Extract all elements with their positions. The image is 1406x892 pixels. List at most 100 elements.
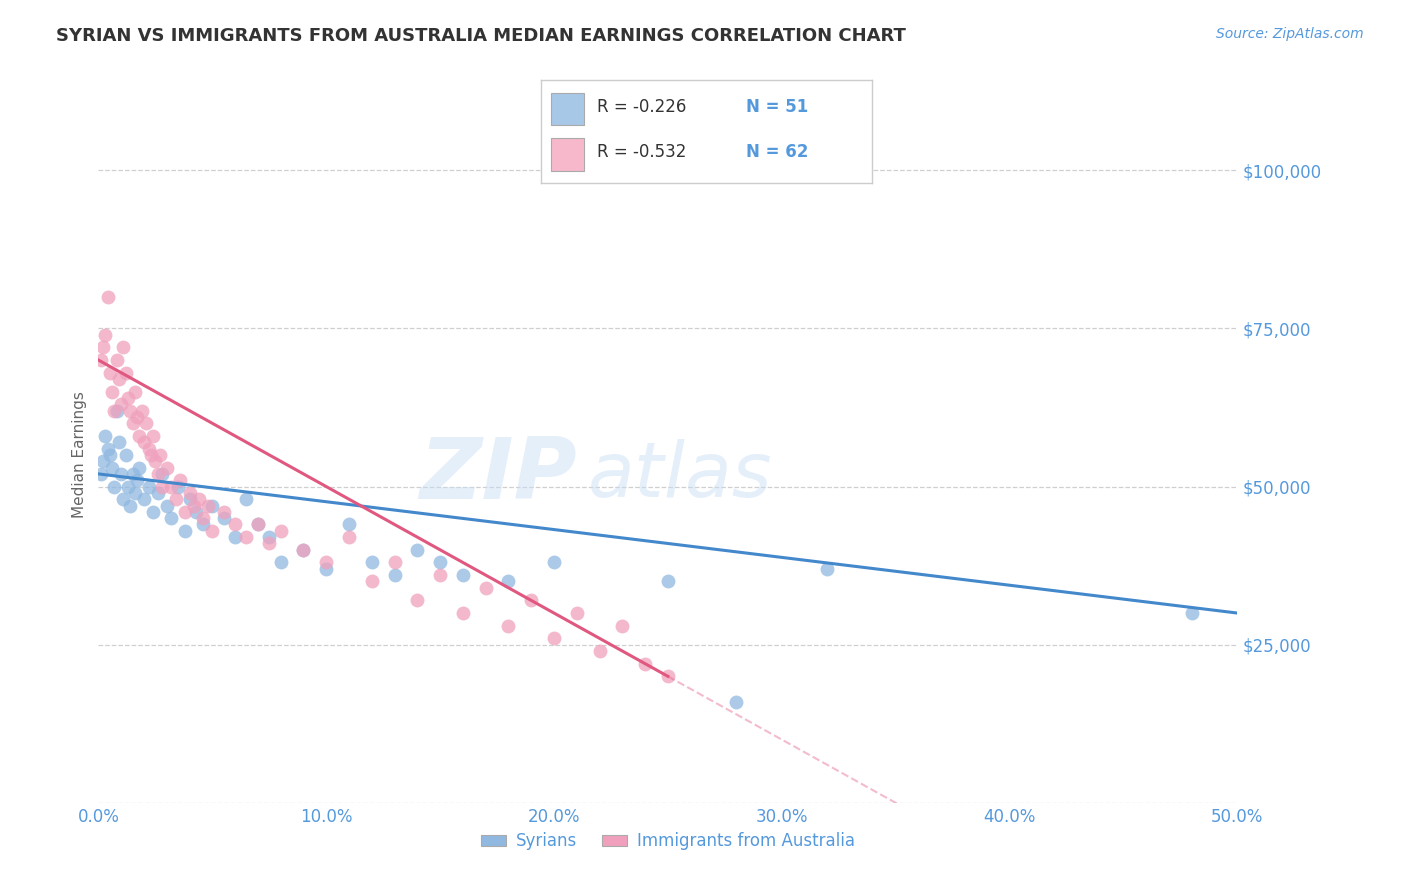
Point: [114, 366, 136, 380]
Point: [498, 574, 520, 589]
Point: [120, 403, 142, 417]
Point: [201, 499, 224, 513]
Point: [149, 448, 172, 462]
Point: [124, 486, 146, 500]
Point: [212, 511, 235, 525]
Point: [259, 530, 281, 544]
Point: [128, 429, 150, 443]
Point: [187, 492, 209, 507]
Point: [259, 536, 281, 550]
Point: [360, 556, 382, 570]
Point: [131, 403, 153, 417]
Point: [160, 511, 183, 525]
Text: N = 62: N = 62: [747, 143, 808, 161]
Point: [292, 542, 315, 557]
Point: [96, 442, 118, 456]
Point: [201, 524, 224, 538]
Point: [451, 606, 474, 620]
Point: [145, 454, 167, 468]
Point: [212, 505, 235, 519]
Point: [117, 479, 139, 493]
Point: [179, 486, 201, 500]
Point: [94, 327, 117, 342]
Point: [360, 574, 382, 589]
Point: [112, 492, 135, 507]
Point: [429, 568, 451, 582]
Text: N = 51: N = 51: [747, 98, 808, 116]
Point: [132, 492, 155, 507]
Point: [612, 618, 634, 632]
Point: [235, 492, 257, 507]
Point: [337, 517, 360, 532]
Point: [429, 556, 451, 570]
Point: [103, 479, 125, 493]
Point: [120, 499, 142, 513]
Point: [179, 492, 201, 507]
Point: [101, 460, 124, 475]
Point: [246, 517, 269, 532]
Point: [474, 581, 496, 595]
Point: [315, 556, 337, 570]
Point: [406, 542, 429, 557]
FancyBboxPatch shape: [551, 137, 585, 170]
Point: [174, 524, 197, 538]
Point: [224, 530, 246, 544]
FancyBboxPatch shape: [551, 93, 585, 126]
Point: [165, 492, 187, 507]
Text: Source: ZipAtlas.com: Source: ZipAtlas.com: [1216, 27, 1364, 41]
Point: [183, 499, 205, 513]
Point: [292, 542, 315, 557]
Point: [98, 366, 121, 380]
Point: [98, 448, 121, 462]
Point: [90, 467, 112, 481]
Point: [174, 505, 197, 519]
Point: [146, 467, 169, 481]
Point: [193, 517, 215, 532]
Point: [337, 530, 360, 544]
Point: [498, 618, 520, 632]
Point: [520, 593, 543, 607]
Point: [224, 517, 246, 532]
Point: [94, 429, 117, 443]
Text: R = -0.532: R = -0.532: [598, 143, 688, 161]
Point: [91, 340, 114, 354]
Point: [124, 384, 146, 399]
Point: [108, 372, 131, 386]
Point: [815, 562, 838, 576]
Point: [121, 417, 143, 431]
Point: [135, 417, 157, 431]
Point: [138, 479, 160, 493]
Point: [270, 556, 292, 570]
Point: [108, 435, 131, 450]
Point: [127, 409, 149, 424]
Point: [565, 606, 588, 620]
Point: [103, 403, 125, 417]
Point: [114, 448, 136, 462]
Point: [543, 632, 565, 646]
Point: [110, 397, 132, 411]
Point: [146, 486, 169, 500]
Point: [117, 391, 139, 405]
Y-axis label: Median Earnings: Median Earnings: [72, 392, 87, 518]
Point: [142, 429, 165, 443]
Point: [160, 479, 183, 493]
Point: [139, 448, 162, 462]
Point: [127, 473, 149, 487]
Point: [150, 479, 173, 493]
Point: [270, 524, 292, 538]
Legend: Syrians, Immigrants from Australia: Syrians, Immigrants from Australia: [474, 826, 862, 857]
Point: [725, 695, 748, 709]
Text: R = -0.226: R = -0.226: [598, 98, 688, 116]
Text: SYRIAN VS IMMIGRANTS FROM AUSTRALIA MEDIAN EARNINGS CORRELATION CHART: SYRIAN VS IMMIGRANTS FROM AUSTRALIA MEDI…: [56, 27, 905, 45]
Point: [101, 384, 124, 399]
Point: [169, 473, 191, 487]
Point: [156, 460, 179, 475]
Point: [451, 568, 474, 582]
Point: [235, 530, 257, 544]
Point: [246, 517, 269, 532]
Point: [132, 435, 155, 450]
Point: [406, 593, 429, 607]
Point: [121, 467, 143, 481]
Point: [112, 340, 135, 354]
Text: atlas: atlas: [588, 439, 773, 513]
